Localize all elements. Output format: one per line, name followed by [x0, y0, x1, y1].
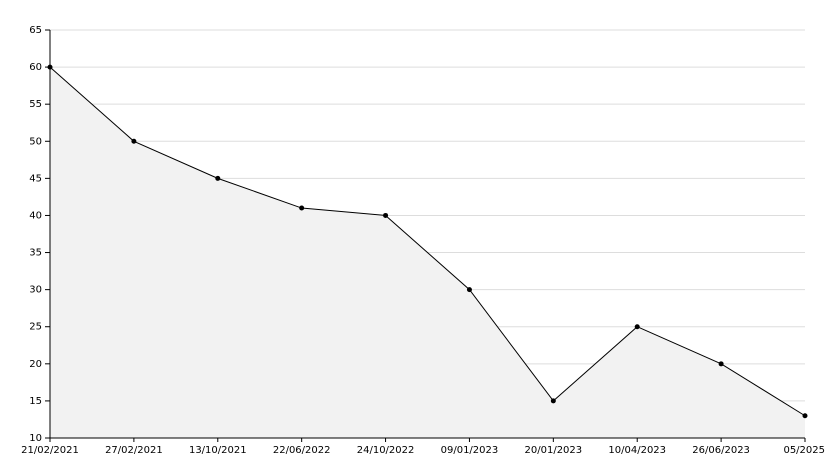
point [131, 138, 137, 144]
y-tick-label: 15 [29, 396, 42, 407]
x-tick-label: 20/01/2023 [525, 445, 583, 456]
x-tick-label: 27/02/2021 [105, 445, 163, 456]
y-tick-label: 30 [29, 285, 42, 296]
y-tick-label: 65 [29, 25, 42, 36]
point [802, 413, 808, 419]
x-tick-label: 05/2025 [783, 445, 825, 456]
y-tick-label: 55 [29, 99, 42, 110]
x-tick-label: 10/04/2023 [608, 445, 666, 456]
y-tick-label: 25 [29, 322, 42, 333]
x-tick-label: 22/06/2022 [273, 445, 331, 456]
point [466, 287, 472, 293]
line [49, 66, 806, 417]
x-tick-label: 09/01/2023 [441, 445, 499, 456]
point [550, 398, 556, 404]
point [215, 175, 221, 181]
y-tick-label: 50 [29, 136, 42, 147]
y-tick-label: 20 [29, 359, 42, 370]
y-tick-label: 40 [29, 210, 42, 221]
y-tick-label: 35 [29, 248, 42, 259]
y-tick-label: 10 [29, 433, 42, 444]
x-tick-label: 21/02/2021 [21, 445, 79, 456]
x-tick-label: 24/10/2022 [357, 445, 415, 456]
x-tick-label: 13/10/2021 [189, 445, 247, 456]
y-tick-label: 45 [29, 173, 42, 184]
point [634, 324, 640, 330]
y-tick-label: 60 [29, 62, 42, 73]
point [718, 361, 724, 367]
point [299, 205, 305, 211]
x-tick-label: 26/06/2023 [692, 445, 750, 456]
point [383, 212, 389, 218]
